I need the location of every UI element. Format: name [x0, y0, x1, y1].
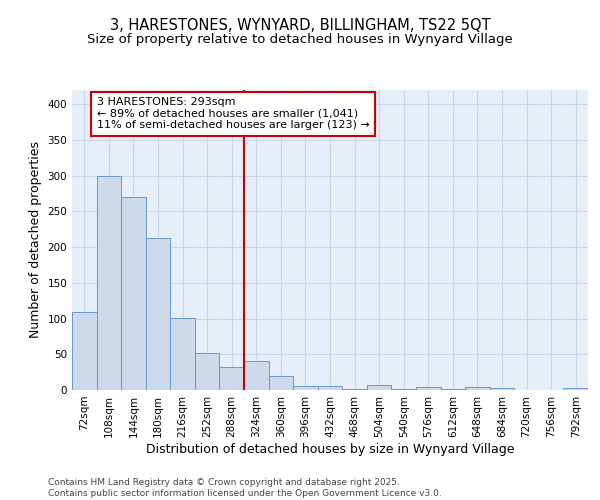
Bar	[490, 388, 514, 390]
Bar	[416, 387, 440, 390]
Bar	[97, 176, 121, 390]
Text: 3 HARESTONES: 293sqm
← 89% of detached houses are smaller (1,041)
11% of semi-de: 3 HARESTONES: 293sqm ← 89% of detached h…	[97, 97, 370, 130]
Bar	[342, 388, 367, 390]
Bar	[121, 197, 146, 390]
Bar	[440, 388, 465, 390]
Bar	[318, 386, 342, 390]
Bar	[244, 360, 269, 390]
Bar	[146, 238, 170, 390]
Bar	[220, 367, 244, 390]
Bar	[293, 386, 318, 390]
Bar	[195, 353, 220, 390]
X-axis label: Distribution of detached houses by size in Wynyard Village: Distribution of detached houses by size …	[146, 442, 514, 456]
Bar	[391, 388, 416, 390]
Bar	[367, 385, 391, 390]
Bar	[465, 387, 490, 390]
Text: Size of property relative to detached houses in Wynyard Village: Size of property relative to detached ho…	[87, 32, 513, 46]
Bar	[72, 312, 97, 390]
Y-axis label: Number of detached properties: Number of detached properties	[29, 142, 42, 338]
Bar	[563, 388, 588, 390]
Text: Contains HM Land Registry data © Crown copyright and database right 2025.
Contai: Contains HM Land Registry data © Crown c…	[48, 478, 442, 498]
Text: 3, HARESTONES, WYNYARD, BILLINGHAM, TS22 5QT: 3, HARESTONES, WYNYARD, BILLINGHAM, TS22…	[110, 18, 490, 32]
Bar	[170, 318, 195, 390]
Bar	[269, 376, 293, 390]
